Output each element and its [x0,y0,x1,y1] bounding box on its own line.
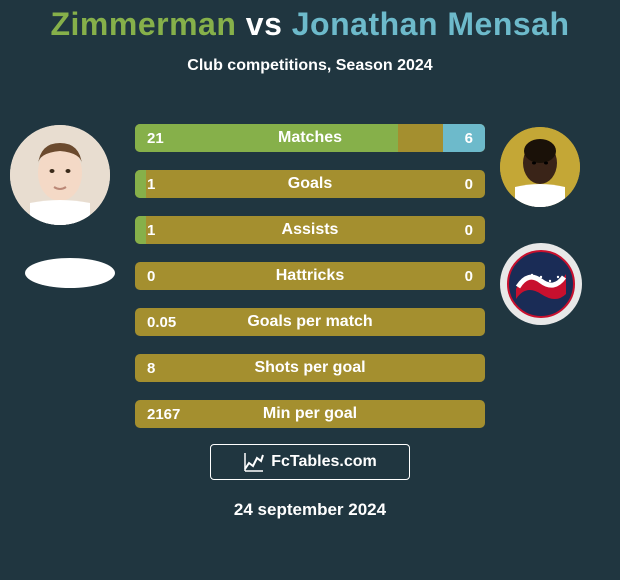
stat-row: 0Hattricks0 [135,262,485,290]
stat-row: 0.05Goals per match [135,308,485,336]
stat-row: 1Goals0 [135,170,485,198]
stat-label: Min per goal [135,405,485,423]
player2-club-badge [500,243,582,325]
stat-label: Goals [135,175,485,193]
player1-face-icon [10,125,110,225]
title-vs: vs [246,6,283,42]
subtitle: Club competitions, Season 2024 [0,57,620,75]
stat-label: Goals per match [135,313,485,331]
stat-right-value: 0 [465,268,473,285]
page-title: Zimmerman vs Jonathan Mensah [0,0,620,43]
stat-label: Assists [135,221,485,239]
footer-site-name: FcTables.com [271,453,377,471]
title-player1: Zimmerman [50,6,236,42]
stat-row: 21Matches6 [135,124,485,152]
stat-row: 8Shots per goal [135,354,485,382]
player2-avatar [500,127,580,207]
stat-label: Matches [135,129,485,147]
player1-club-badge [25,258,115,288]
stat-label: Hattricks [135,267,485,285]
title-player2: Jonathan Mensah [292,6,570,42]
stat-bars: 21Matches61Goals01Assists00Hattricks00.0… [135,124,485,446]
chart-icon [243,451,265,473]
stat-row: 2167Min per goal [135,400,485,428]
comparison-infographic: Zimmerman vs Jonathan Mensah Club compet… [0,0,620,580]
player2-face-icon [500,127,580,207]
stat-right-value: 0 [465,222,473,239]
revolution-crest-icon [506,249,576,319]
player1-avatar [10,125,110,225]
stat-label: Shots per goal [135,359,485,377]
stat-row: 1Assists0 [135,216,485,244]
stat-right-value: 6 [465,130,473,147]
stat-right-value: 0 [465,176,473,193]
footer-date: 24 september 2024 [0,500,620,520]
fctables-logo: FcTables.com [210,444,410,480]
